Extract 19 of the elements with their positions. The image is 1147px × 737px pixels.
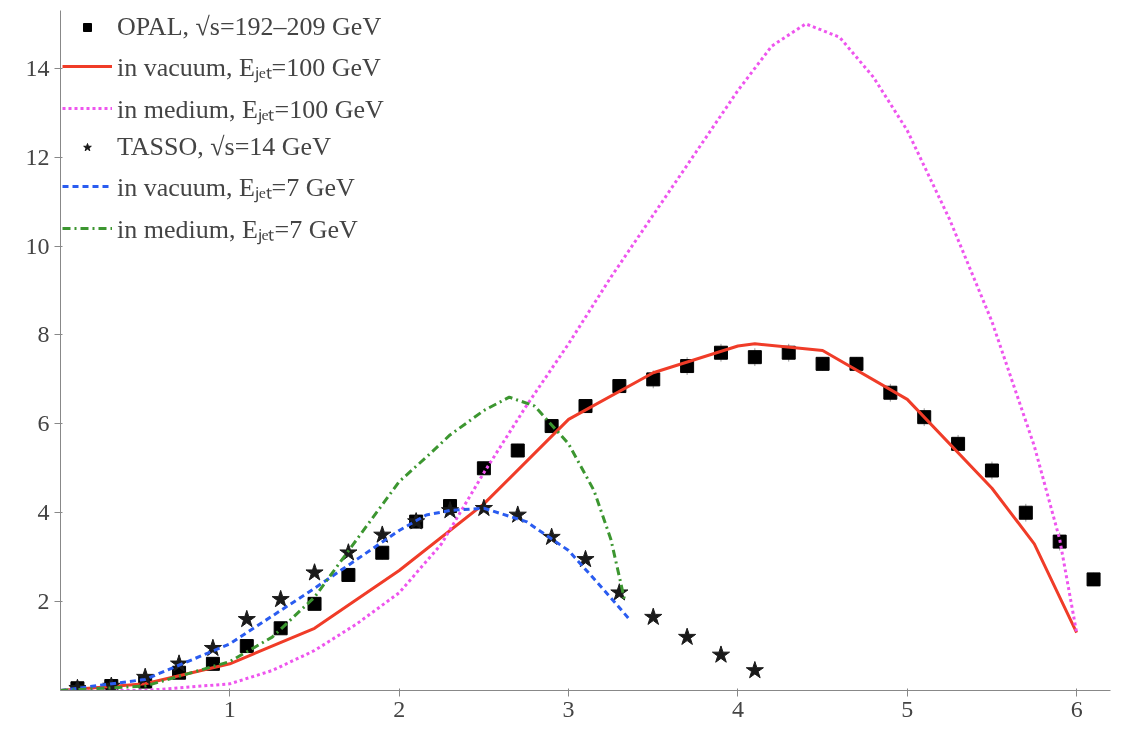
- y-tick-label: 12: [25, 143, 50, 170]
- y-tick-label: 4: [37, 499, 50, 526]
- legend-label: TASSO, √s=14 GeV: [117, 132, 331, 162]
- y-tick-label: 8: [37, 321, 50, 348]
- legend-label: in vacuum, Eⱼₑₜ=7 GeV: [117, 172, 355, 204]
- x-tick-label: 4: [731, 695, 744, 722]
- legend-label: in vacuum, Eⱼₑₜ=100 GeV: [117, 52, 381, 84]
- x-tick-label: 2: [393, 695, 406, 722]
- legend-label: OPAL, √s=192–209 GeV: [117, 12, 382, 42]
- y-tick-label: 10: [25, 232, 50, 259]
- x-tick-label: 1: [223, 695, 236, 722]
- x-tick-label: 3: [562, 695, 575, 722]
- y-tick-label: 2: [37, 588, 50, 615]
- x-tick-label: 5: [901, 695, 914, 722]
- y-tick-label: 14: [25, 54, 50, 81]
- legend-label: in medium, Eⱼₑₜ=7 GeV: [117, 214, 358, 246]
- legend-label: in medium, Eⱼₑₜ=100 GeV: [117, 94, 384, 126]
- y-tick-label: 6: [37, 410, 50, 437]
- x-tick-label: 6: [1070, 695, 1083, 722]
